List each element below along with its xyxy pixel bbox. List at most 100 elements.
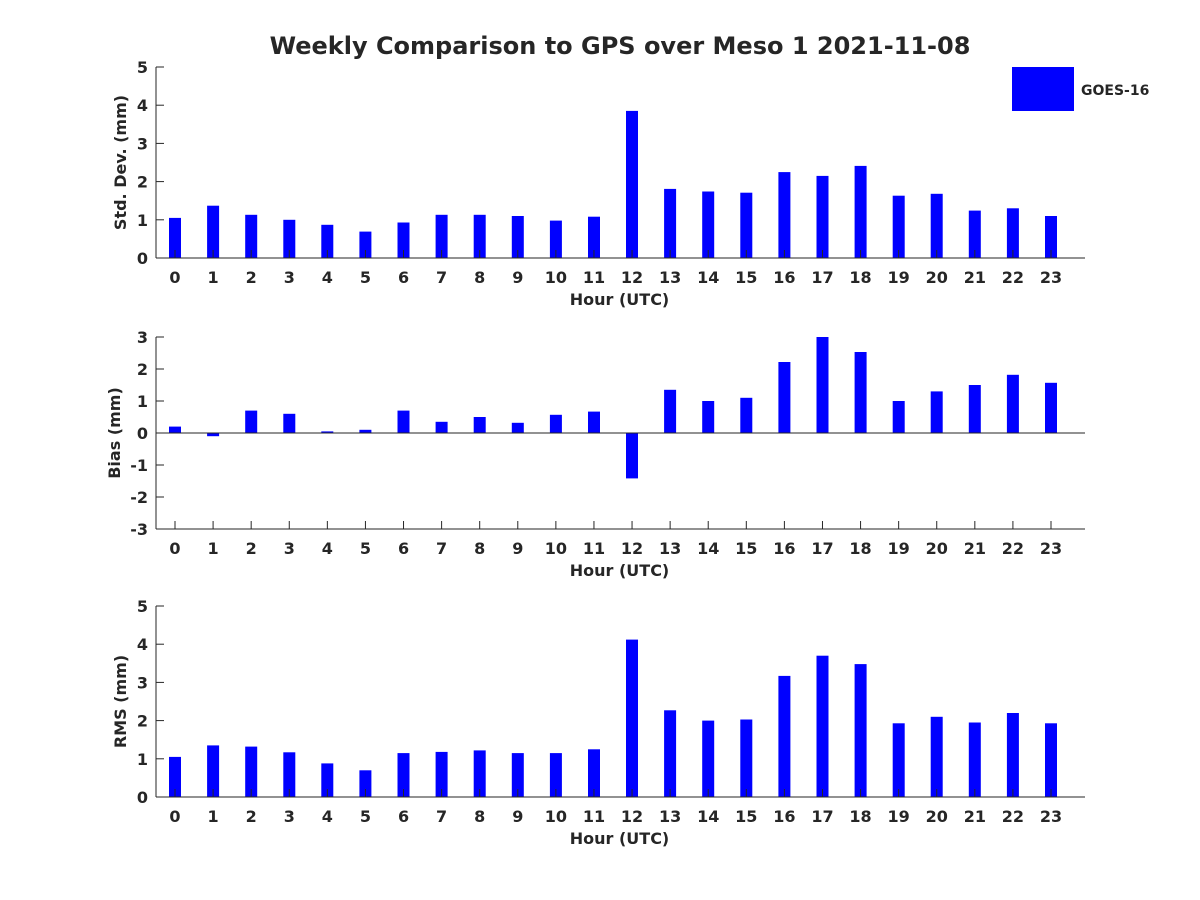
x-tick-label: 3 <box>284 268 295 287</box>
bar-9 <box>511 422 524 433</box>
bar-6 <box>397 410 410 433</box>
x-tick-label: 19 <box>888 539 910 558</box>
x-axis-label: Hour (UTC) <box>570 561 670 580</box>
bar-13 <box>664 389 677 433</box>
y-tick-label: 2 <box>137 360 148 379</box>
x-tick-label: 10 <box>545 807 567 826</box>
x-tick-label: 2 <box>246 268 257 287</box>
x-tick-label: 15 <box>735 807 757 826</box>
x-tick-label: 13 <box>659 268 681 287</box>
y-tick-label: 0 <box>137 249 148 268</box>
bar-16 <box>778 362 791 433</box>
y-tick-label: 4 <box>137 96 148 115</box>
bar-21 <box>968 210 981 258</box>
x-tick-label: 9 <box>512 268 523 287</box>
bar-5 <box>359 231 372 258</box>
y-tick-label: 1 <box>137 211 148 230</box>
x-tick-label: 5 <box>360 807 371 826</box>
bar-14 <box>702 720 715 797</box>
bar-11 <box>588 216 600 258</box>
bar-10 <box>549 220 562 258</box>
bar-14 <box>702 191 715 258</box>
x-tick-label: 5 <box>360 539 371 558</box>
bar-14 <box>702 401 715 433</box>
x-tick-label: 10 <box>545 539 567 558</box>
y-tick-label: 3 <box>137 673 148 692</box>
bar-19 <box>892 401 905 433</box>
y-tick-label: -3 <box>130 520 148 539</box>
x-tick-label: 3 <box>284 807 295 826</box>
x-tick-label: 0 <box>169 268 180 287</box>
x-tick-label: 2 <box>246 807 257 826</box>
x-tick-label: 9 <box>512 539 523 558</box>
bar-15 <box>740 397 753 433</box>
bar-18 <box>854 352 867 433</box>
x-tick-label: 18 <box>849 539 871 558</box>
bar-16 <box>778 675 791 797</box>
x-tick-label: 4 <box>322 807 333 826</box>
x-tick-label: 9 <box>512 807 523 826</box>
bar-6 <box>397 222 410 258</box>
x-tick-label: 22 <box>1002 807 1024 826</box>
x-tick-label: 20 <box>926 268 948 287</box>
x-tick-label: 22 <box>1002 539 1024 558</box>
bar-3 <box>283 752 296 797</box>
bar-7 <box>435 214 448 258</box>
bar-1 <box>207 205 220 258</box>
bar-15 <box>740 192 753 258</box>
x-tick-label: 6 <box>398 268 409 287</box>
bar-21 <box>968 385 981 433</box>
bar-17 <box>816 655 829 797</box>
y-tick-label: 1 <box>137 392 148 411</box>
y-axis-label: RMS (mm) <box>111 655 130 748</box>
x-tick-label: 22 <box>1002 268 1024 287</box>
bar-0 <box>169 217 181 258</box>
x-tick-label: 17 <box>811 268 833 287</box>
x-tick-label: 3 <box>284 539 295 558</box>
x-tick-label: 1 <box>208 807 219 826</box>
y-tick-label: 0 <box>137 424 148 443</box>
x-tick-label: 7 <box>436 268 447 287</box>
x-tick-label: 23 <box>1040 268 1062 287</box>
chart-title: Weekly Comparison to GPS over Meso 1 202… <box>270 32 971 60</box>
x-tick-label: 4 <box>322 268 333 287</box>
x-tick-label: 23 <box>1040 539 1062 558</box>
y-tick-label: 5 <box>137 58 148 77</box>
x-tick-label: 0 <box>169 807 180 826</box>
bar-10 <box>549 414 562 433</box>
bar-1 <box>207 433 220 437</box>
y-tick-label: 1 <box>137 750 148 769</box>
bar-10 <box>549 753 562 797</box>
bar-18 <box>854 664 867 797</box>
x-tick-label: 16 <box>773 807 795 826</box>
x-tick-label: 18 <box>849 268 871 287</box>
bar-5 <box>359 429 372 433</box>
bar-9 <box>511 753 524 797</box>
x-tick-label: 19 <box>888 807 910 826</box>
bar-18 <box>854 165 867 258</box>
x-tick-label: 7 <box>436 807 447 826</box>
x-tick-label: 1 <box>208 268 219 287</box>
x-tick-label: 12 <box>621 807 643 826</box>
legend-swatch <box>1012 67 1074 111</box>
x-tick-label: 12 <box>621 268 643 287</box>
x-tick-label: 17 <box>811 539 833 558</box>
x-tick-label: 20 <box>926 539 948 558</box>
bar-8 <box>473 417 486 433</box>
x-tick-label: 1 <box>208 539 219 558</box>
x-axis-label: Hour (UTC) <box>570 290 670 309</box>
y-tick-label: 3 <box>137 134 148 153</box>
bar-13 <box>664 710 677 797</box>
bar-0 <box>169 756 181 797</box>
bar-1 <box>207 745 220 797</box>
legend: GOES-16 <box>1012 67 1149 111</box>
y-tick-label: -2 <box>130 488 148 507</box>
bar-3 <box>283 219 296 258</box>
bar-6 <box>397 753 410 797</box>
bar-2 <box>245 746 258 797</box>
